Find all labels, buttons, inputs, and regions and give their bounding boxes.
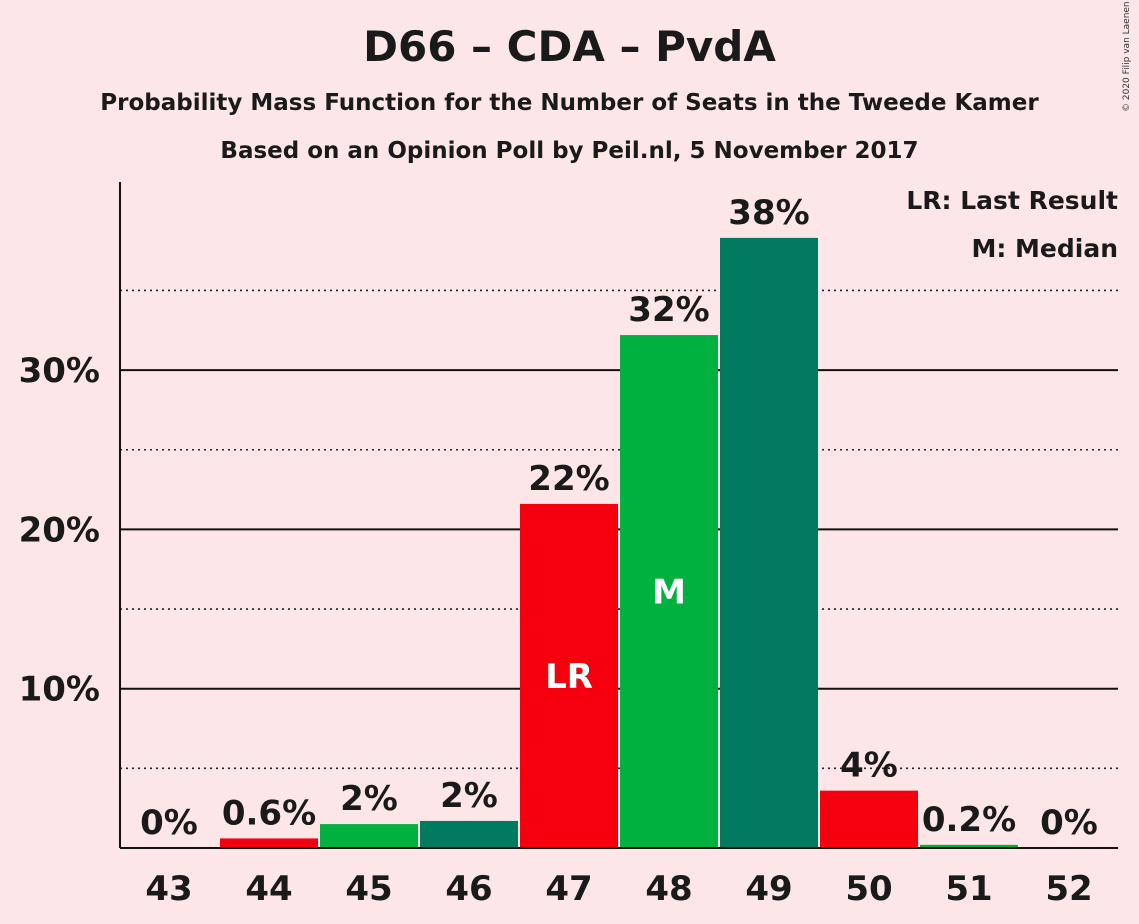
data-label-49: 38% (728, 193, 809, 233)
x-tick-label-52: 52 (1045, 869, 1092, 909)
data-label-48: 32% (628, 290, 709, 330)
data-label-46: 2% (440, 776, 498, 816)
x-tick-label-48: 48 (645, 869, 692, 909)
bar-46 (420, 820, 518, 848)
chart-subtitle: Probability Mass Function for the Number… (100, 90, 1039, 116)
bar-47 (520, 503, 618, 848)
chart-title: D66 – CDA – PvdA (363, 22, 776, 71)
bar-51 (920, 844, 1018, 848)
bar-48 (620, 335, 718, 849)
y-tick-label: 10% (19, 670, 100, 710)
bar-45 (320, 824, 418, 848)
x-tick-label-45: 45 (345, 869, 392, 909)
x-tick-label-50: 50 (845, 869, 892, 909)
data-label-51: 0.2% (922, 800, 1016, 840)
legend-median: M: Median (971, 234, 1118, 263)
x-tick-label-51: 51 (945, 869, 992, 909)
chart-subtitle-source: Based on an Opinion Poll by Peil.nl, 5 N… (220, 138, 919, 164)
bar-50 (820, 790, 918, 848)
bar-44 (220, 838, 318, 848)
bar-49 (720, 237, 818, 849)
data-label-50: 4% (840, 746, 898, 786)
legend-last-result: LR: Last Result (906, 186, 1118, 215)
y-tick-label: 30% (19, 351, 100, 391)
y-tick-label: 20% (19, 510, 100, 550)
bar-marker-lr: LR (545, 657, 593, 697)
x-tick-label-47: 47 (545, 869, 592, 909)
data-label-45: 2% (340, 779, 398, 819)
x-tick-label-43: 43 (145, 869, 192, 909)
bar-marker-m: M (652, 573, 686, 613)
x-tick-label-44: 44 (245, 869, 292, 909)
data-label-43: 0% (140, 803, 198, 843)
x-tick-label-46: 46 (445, 869, 492, 909)
data-label-44: 0.6% (222, 793, 316, 833)
x-tick-label-49: 49 (745, 869, 792, 909)
data-label-52: 0% (1040, 803, 1098, 843)
data-label-47: 22% (528, 459, 609, 499)
